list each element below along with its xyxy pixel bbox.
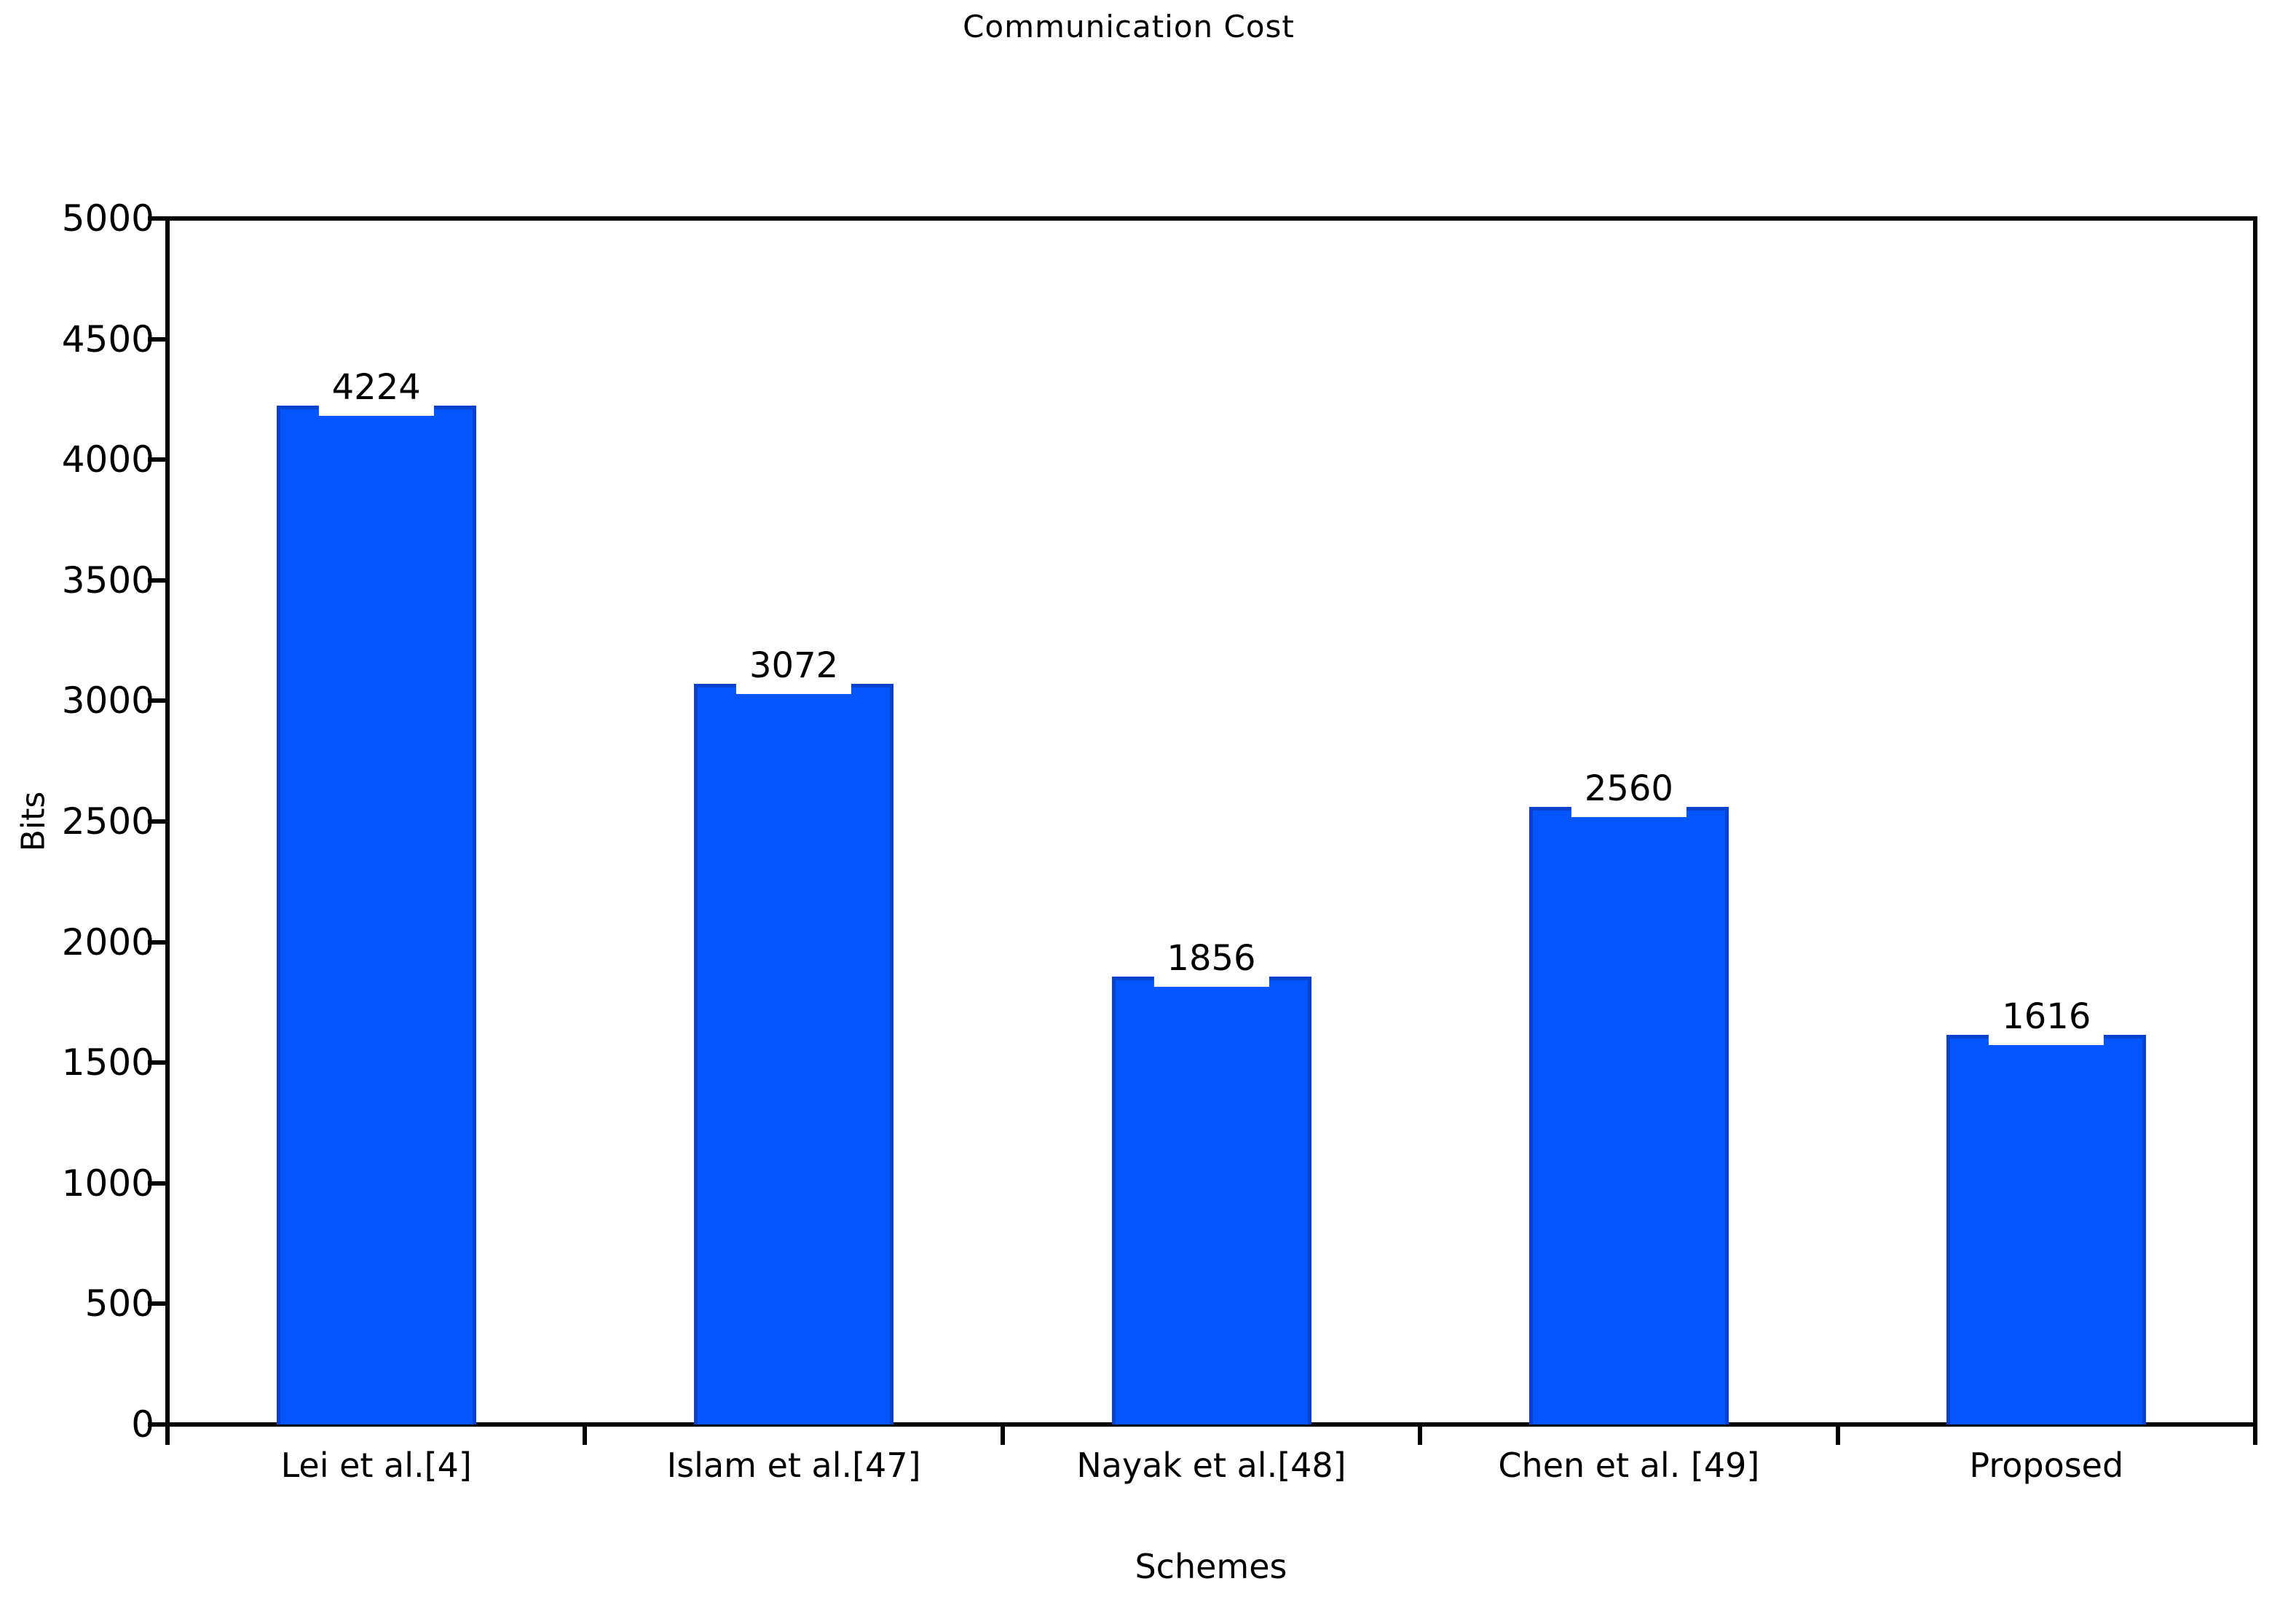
category-label-nayak-et-al-48: Nayak et al.[48] [1076, 1446, 1346, 1485]
x-tick-mark [1418, 1424, 1423, 1445]
bar-chen-et-al-49 [1528, 807, 1729, 1424]
y-tick-label: 4000 [61, 438, 154, 481]
category-label-chen-et-al-49: Chen et al. [49] [1498, 1446, 1760, 1485]
y-tick-mark [148, 698, 167, 704]
bar-value-label: 1616 [1989, 998, 2104, 1045]
y-tick-mark [148, 1181, 167, 1186]
x-tick-mark [1000, 1424, 1005, 1445]
x-tick-mark [583, 1424, 588, 1445]
y-tick-mark [148, 1301, 167, 1306]
bar-value-label: 3072 [736, 647, 852, 694]
y-tick-label: 5000 [61, 197, 154, 240]
plot-area [165, 216, 2257, 1427]
y-tick-mark [148, 457, 167, 462]
bar-nayak-et-al-48 [1111, 977, 1311, 1424]
chart-title: Communication Cost [963, 9, 1295, 44]
y-tick-label: 2000 [61, 921, 154, 963]
x-tick-mark [2253, 1424, 2257, 1445]
bar-lei-et-al-4 [276, 406, 476, 1424]
category-label-islam-et-al-47: Islam et al.[47] [666, 1446, 921, 1485]
x-axis-title: Schemes [1135, 1547, 1287, 1586]
bar-islam-et-al-47 [694, 683, 894, 1424]
y-tick-label: 1500 [61, 1041, 154, 1084]
y-tick-label: 3000 [61, 679, 154, 722]
bar-proposed [1946, 1034, 2147, 1424]
y-tick-label: 500 [84, 1282, 154, 1325]
bar-value-label: 2560 [1571, 770, 1687, 818]
y-tick-mark [148, 1060, 167, 1065]
y-tick-mark [148, 578, 167, 583]
y-tick-mark [148, 1422, 167, 1427]
y-tick-label: 3500 [61, 559, 154, 602]
category-label-lei-et-al-4: Lei et al.[4] [280, 1446, 472, 1485]
x-tick-mark [1835, 1424, 1840, 1445]
bar-value-label: 1856 [1153, 940, 1269, 988]
y-tick-mark [148, 939, 167, 945]
y-tick-mark [148, 216, 167, 221]
bar-value-label: 4224 [318, 369, 434, 416]
category-label-proposed: Proposed [1969, 1446, 2124, 1485]
y-tick-mark [148, 336, 167, 342]
y-tick-label: 2500 [61, 800, 154, 843]
y-tick-mark [148, 819, 167, 824]
y-tick-label: 4500 [61, 318, 154, 360]
y-tick-label: 1000 [61, 1162, 154, 1205]
x-tick-mark [165, 1424, 170, 1445]
y-tick-label: 0 [131, 1403, 154, 1446]
